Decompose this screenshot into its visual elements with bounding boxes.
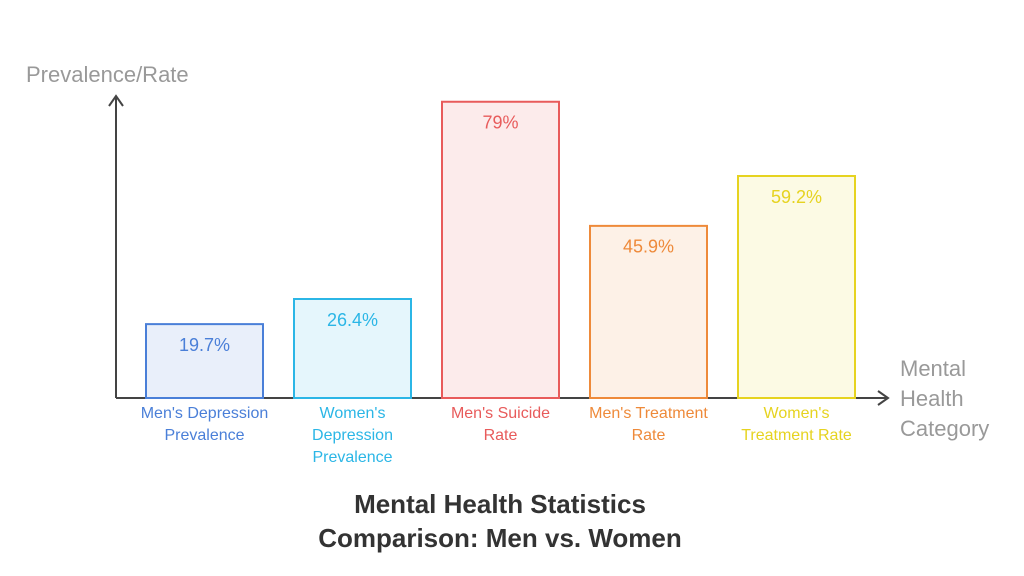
value-label: 45.9% — [623, 237, 674, 257]
x-axis-arrow — [877, 390, 890, 406]
bar — [441, 100, 560, 399]
value-label: 19.7% — [179, 335, 230, 355]
value-label: 59.2% — [771, 187, 822, 207]
x-axis-label: Mental Health Category — [900, 356, 990, 441]
x-tick-label: Men's Depression Prevalence — [140, 405, 269, 444]
value-label: 79% — [482, 113, 518, 133]
y-axis-label: Prevalence/Rate — [26, 62, 189, 87]
bar — [145, 323, 264, 399]
bar — [293, 298, 412, 399]
x-tick-label: Women's Depression Prevalence — [312, 405, 393, 466]
value-label: 26.4% — [327, 310, 378, 330]
x-tick-label: Men's Treatment Rate — [589, 405, 708, 444]
bar — [737, 175, 856, 399]
y-axis-arrow — [108, 94, 124, 107]
x-tick-label: Men's Suicide Rate — [450, 405, 551, 444]
bar — [589, 224, 708, 399]
x-tick-label: Women's Treatment Rate — [741, 405, 852, 444]
chart-title: Mental Health Statistics Comparison: Men… — [318, 489, 682, 553]
